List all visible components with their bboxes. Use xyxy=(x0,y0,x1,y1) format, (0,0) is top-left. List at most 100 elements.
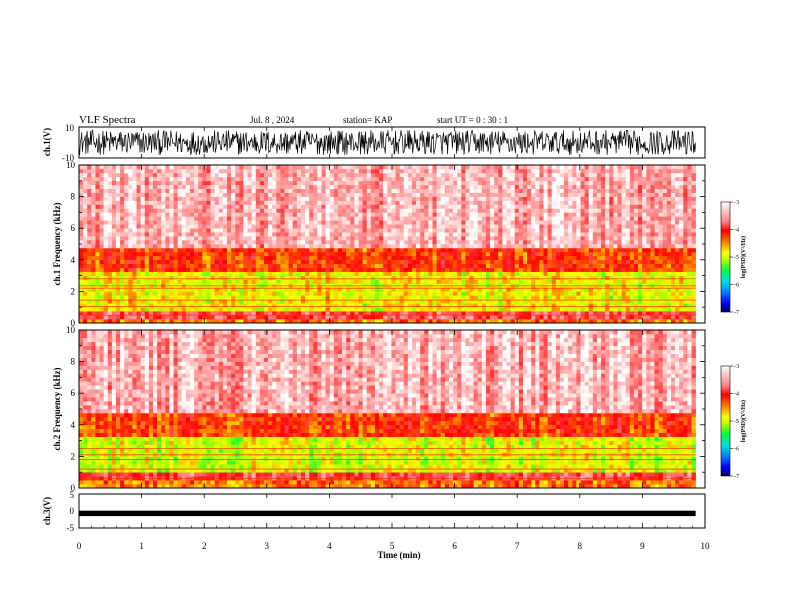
spectrogram-cell xyxy=(469,307,474,312)
spectrogram-cell xyxy=(214,192,220,197)
spectrogram-cell xyxy=(263,315,269,320)
spectrogram-cell xyxy=(506,307,511,312)
spectrogram-cell xyxy=(559,184,565,189)
spectrogram-cell xyxy=(284,236,289,241)
spectrogram-cell xyxy=(428,244,433,249)
spectrogram-cell xyxy=(165,315,170,320)
spectrogram-cell xyxy=(268,291,273,296)
spectrogram-cell xyxy=(144,200,150,205)
spectrogram-cell xyxy=(395,224,400,229)
spectrogram-cell xyxy=(255,295,261,300)
spectrogram-cell xyxy=(399,212,405,217)
spectrogram-cell xyxy=(518,315,524,320)
spectrogram-cell xyxy=(321,184,326,189)
spectrogram-cell xyxy=(177,192,183,197)
spectrogram-cell xyxy=(358,200,363,205)
spectrogram-cell xyxy=(547,180,553,186)
spectrogram-cell xyxy=(428,236,433,241)
spectrogram-cell xyxy=(120,208,125,213)
spectrogram-cell xyxy=(169,259,174,265)
spectrogram-cell xyxy=(313,299,318,304)
spectrogram-cell xyxy=(428,176,433,182)
spectrogram-cell xyxy=(169,307,174,312)
spectrogram-cell xyxy=(95,172,100,178)
spectrogram-cell xyxy=(124,303,129,308)
spectrogram-cell xyxy=(210,279,215,284)
spectrogram-cell xyxy=(152,200,158,205)
spectrogram-cell xyxy=(140,255,146,261)
spectrogram-cell xyxy=(128,216,133,221)
spectrogram-cell xyxy=(321,196,326,201)
spectrogram-cell xyxy=(231,224,236,229)
spectrogram-cell xyxy=(136,188,141,193)
spectrogram-cell xyxy=(161,196,166,201)
spectrogram-cell xyxy=(292,200,298,205)
spectrogram-cell xyxy=(354,232,359,237)
spectrogram-cell xyxy=(239,216,244,221)
spectrogram-cell xyxy=(354,267,359,272)
spectrogram-cell xyxy=(173,208,178,213)
spectrogram-cell xyxy=(87,279,92,284)
spectrogram-cell xyxy=(342,176,347,182)
spectrogram-cell xyxy=(383,240,388,245)
spectrogram-cell xyxy=(284,216,289,221)
spectrogram-cell xyxy=(280,275,285,280)
spectrogram-cell xyxy=(535,168,540,174)
spectrogram-cell xyxy=(374,275,380,280)
spectrogram-cell xyxy=(448,295,454,300)
spectrogram-cell xyxy=(358,251,363,257)
spectrogram-cell xyxy=(498,204,503,209)
spectrogram-cell xyxy=(514,251,520,257)
spectrogram-cell xyxy=(124,220,129,225)
spectrogram-cell xyxy=(416,287,421,292)
spectrogram-cell xyxy=(416,228,421,233)
spectrogram-cell xyxy=(342,180,347,186)
spectrogram-cell xyxy=(453,204,458,209)
spectrogram-cell xyxy=(173,291,178,296)
spectrogram-cell xyxy=(103,267,109,272)
spectrogram-cell xyxy=(132,172,137,178)
spectrogram-cell xyxy=(99,247,104,253)
spectrogram-cell xyxy=(490,192,495,197)
spectrogram-cell xyxy=(444,291,450,296)
spectrogram-cell xyxy=(584,172,590,178)
spectrogram-cell xyxy=(362,259,368,265)
spectrogram-cell xyxy=(185,267,191,272)
spectrogram-cell xyxy=(535,208,540,213)
spectrogram-cell xyxy=(539,263,544,268)
spectrogram-cell xyxy=(555,255,561,261)
spectrogram-cell xyxy=(87,255,92,261)
spectrogram-cell xyxy=(239,287,244,292)
spectrogram-cell xyxy=(522,216,528,221)
spectrogram-cell xyxy=(465,259,470,265)
spectrogram-cell xyxy=(144,267,150,272)
spectrogram-cell xyxy=(407,255,413,261)
spectrogram-cell xyxy=(292,192,298,197)
spectrogram-cell xyxy=(411,307,417,312)
spectrogram-cell xyxy=(584,307,590,312)
spectrogram-cell xyxy=(416,224,421,229)
spectrogram-cell xyxy=(243,287,248,292)
spectrogram-cell xyxy=(337,299,343,304)
spectrogram-cell xyxy=(329,240,335,245)
spectrogram-cell xyxy=(173,251,178,257)
spectrogram-cell xyxy=(103,232,109,237)
spectrogram-cell xyxy=(107,263,113,268)
spectrogram-cell xyxy=(444,200,450,205)
spectrogram-cell xyxy=(485,216,491,221)
spectrogram-cell xyxy=(189,255,195,261)
spectrogram-cell xyxy=(300,295,306,300)
spectrogram-cell xyxy=(157,204,162,209)
spectrogram-cell xyxy=(485,307,491,312)
spectrogram-cell xyxy=(202,287,207,292)
spectrogram-cell xyxy=(514,184,520,189)
spectrogram-cell xyxy=(551,220,557,225)
spectrogram-cell xyxy=(95,224,100,229)
spectrogram-cell xyxy=(551,259,557,265)
spectrogram-cell xyxy=(395,259,400,265)
spectrogram-cell xyxy=(457,228,462,233)
spectrogram-cell xyxy=(580,255,585,261)
spectrogram-cell xyxy=(128,263,133,268)
spectrogram-cell xyxy=(305,271,310,276)
spectrogram-cell xyxy=(259,271,265,276)
